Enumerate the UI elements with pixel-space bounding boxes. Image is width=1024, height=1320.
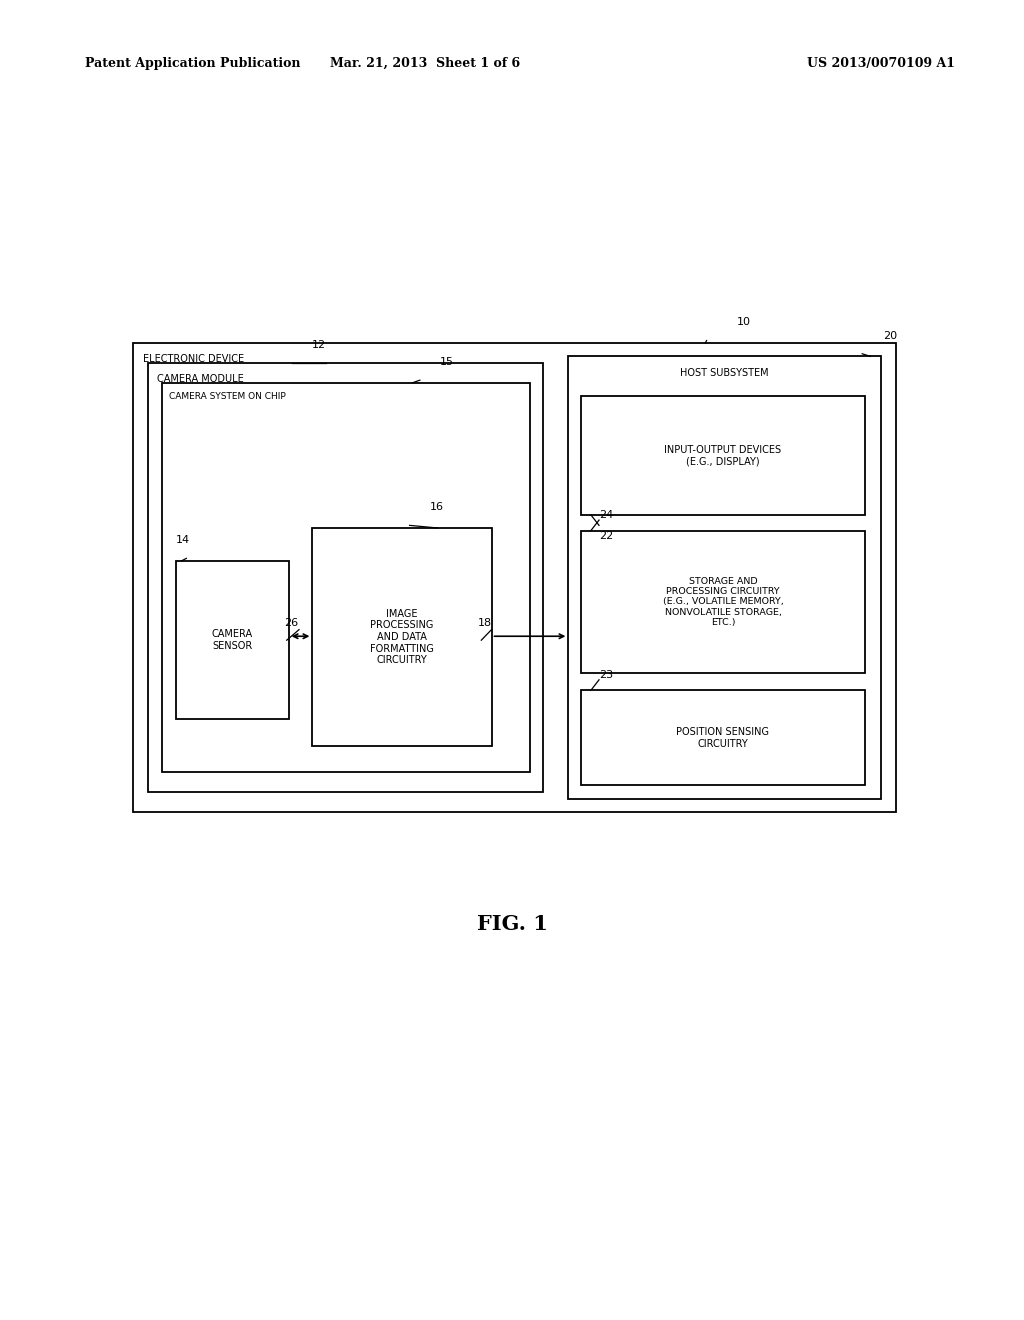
Bar (568, 356, 881, 799)
Text: 16: 16 (430, 502, 444, 512)
Text: 10: 10 (737, 317, 752, 327)
Text: FIG. 1: FIG. 1 (476, 913, 548, 935)
Text: Patent Application Publication: Patent Application Publication (85, 57, 300, 70)
Text: STORAGE AND
PROCESSING CIRCUITRY
(E.G., VOLATILE MEMORY,
NONVOLATILE STORAGE,
ET: STORAGE AND PROCESSING CIRCUITRY (E.G., … (663, 577, 783, 627)
Text: CAMERA SYSTEM ON CHIP: CAMERA SYSTEM ON CHIP (169, 392, 286, 401)
Bar (581, 690, 865, 785)
Text: 24: 24 (599, 510, 613, 520)
Bar (162, 383, 530, 772)
Text: 20: 20 (883, 330, 897, 341)
Bar (148, 363, 543, 792)
Text: 12: 12 (312, 339, 327, 350)
Text: CAMERA MODULE: CAMERA MODULE (157, 374, 244, 384)
Text: 15: 15 (440, 356, 455, 367)
Text: IMAGE
PROCESSING
AND DATA
FORMATTING
CIRCUITRY: IMAGE PROCESSING AND DATA FORMATTING CIR… (370, 609, 434, 665)
Text: HOST SUBSYSTEM: HOST SUBSYSTEM (680, 368, 769, 379)
Text: CAMERA
SENSOR: CAMERA SENSOR (212, 630, 253, 651)
Text: POSITION SENSING
CIRCUITRY: POSITION SENSING CIRCUITRY (677, 727, 769, 748)
Bar (312, 528, 492, 746)
Bar (176, 561, 289, 719)
Text: ELECTRONIC DEVICE: ELECTRONIC DEVICE (143, 354, 245, 364)
Bar (581, 396, 865, 515)
Text: INPUT-OUTPUT DEVICES
(E.G., DISPLAY): INPUT-OUTPUT DEVICES (E.G., DISPLAY) (665, 445, 781, 466)
Text: 14: 14 (176, 535, 190, 545)
Text: Mar. 21, 2013  Sheet 1 of 6: Mar. 21, 2013 Sheet 1 of 6 (330, 57, 520, 70)
Text: 26: 26 (284, 618, 298, 628)
Text: 22: 22 (599, 531, 613, 541)
Text: 23: 23 (599, 669, 613, 680)
Bar (133, 343, 896, 812)
Bar (581, 531, 865, 673)
Text: US 2013/0070109 A1: US 2013/0070109 A1 (807, 57, 954, 70)
Text: 18: 18 (478, 618, 493, 628)
